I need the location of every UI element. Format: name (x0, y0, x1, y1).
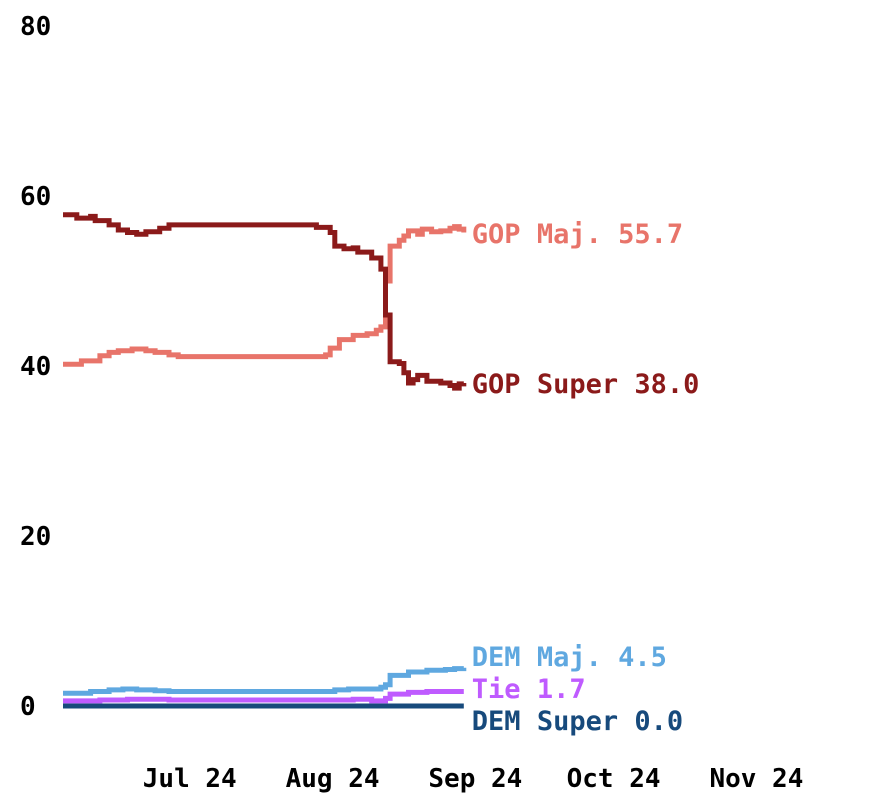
y-tick-label: 80 (20, 12, 51, 42)
x-axis-ticks: Jul 24 Aug 24 Sep 24 Oct 24 Nov 24 (143, 764, 804, 794)
y-tick-label: 20 (20, 522, 51, 552)
y-tick-label: 60 (20, 182, 51, 212)
y-tick-label: 0 (20, 692, 36, 722)
series-line (63, 224, 467, 367)
x-tick-label: Aug 24 (286, 764, 380, 794)
y-tick-label: 40 (20, 352, 51, 382)
x-tick-label: Nov 24 (709, 764, 803, 794)
series-lines (63, 212, 467, 709)
x-tick-label: Jul 24 (143, 764, 237, 794)
series-end-labels: GOP Maj. 55.7 GOP Super 38.0 DEM Maj. 4.5T… (472, 219, 700, 737)
series-line (63, 689, 464, 704)
series-end-label: GOP Maj. 55.7 (472, 219, 683, 250)
series-end-label: DEM Maj. 4.5 (472, 642, 667, 673)
series-line (63, 212, 467, 391)
series-line (63, 666, 467, 696)
x-tick-label: Sep 24 (428, 764, 522, 794)
series-end-label: Tie 1.7 (472, 674, 586, 705)
x-tick-label: Oct 24 (567, 764, 661, 794)
series-end-label: DEM Super 0.0 (472, 706, 683, 737)
y-axis-ticks: 0 20 40 60 80 (20, 12, 51, 722)
series-end-label: GOP Super 38.0 (472, 369, 700, 400)
